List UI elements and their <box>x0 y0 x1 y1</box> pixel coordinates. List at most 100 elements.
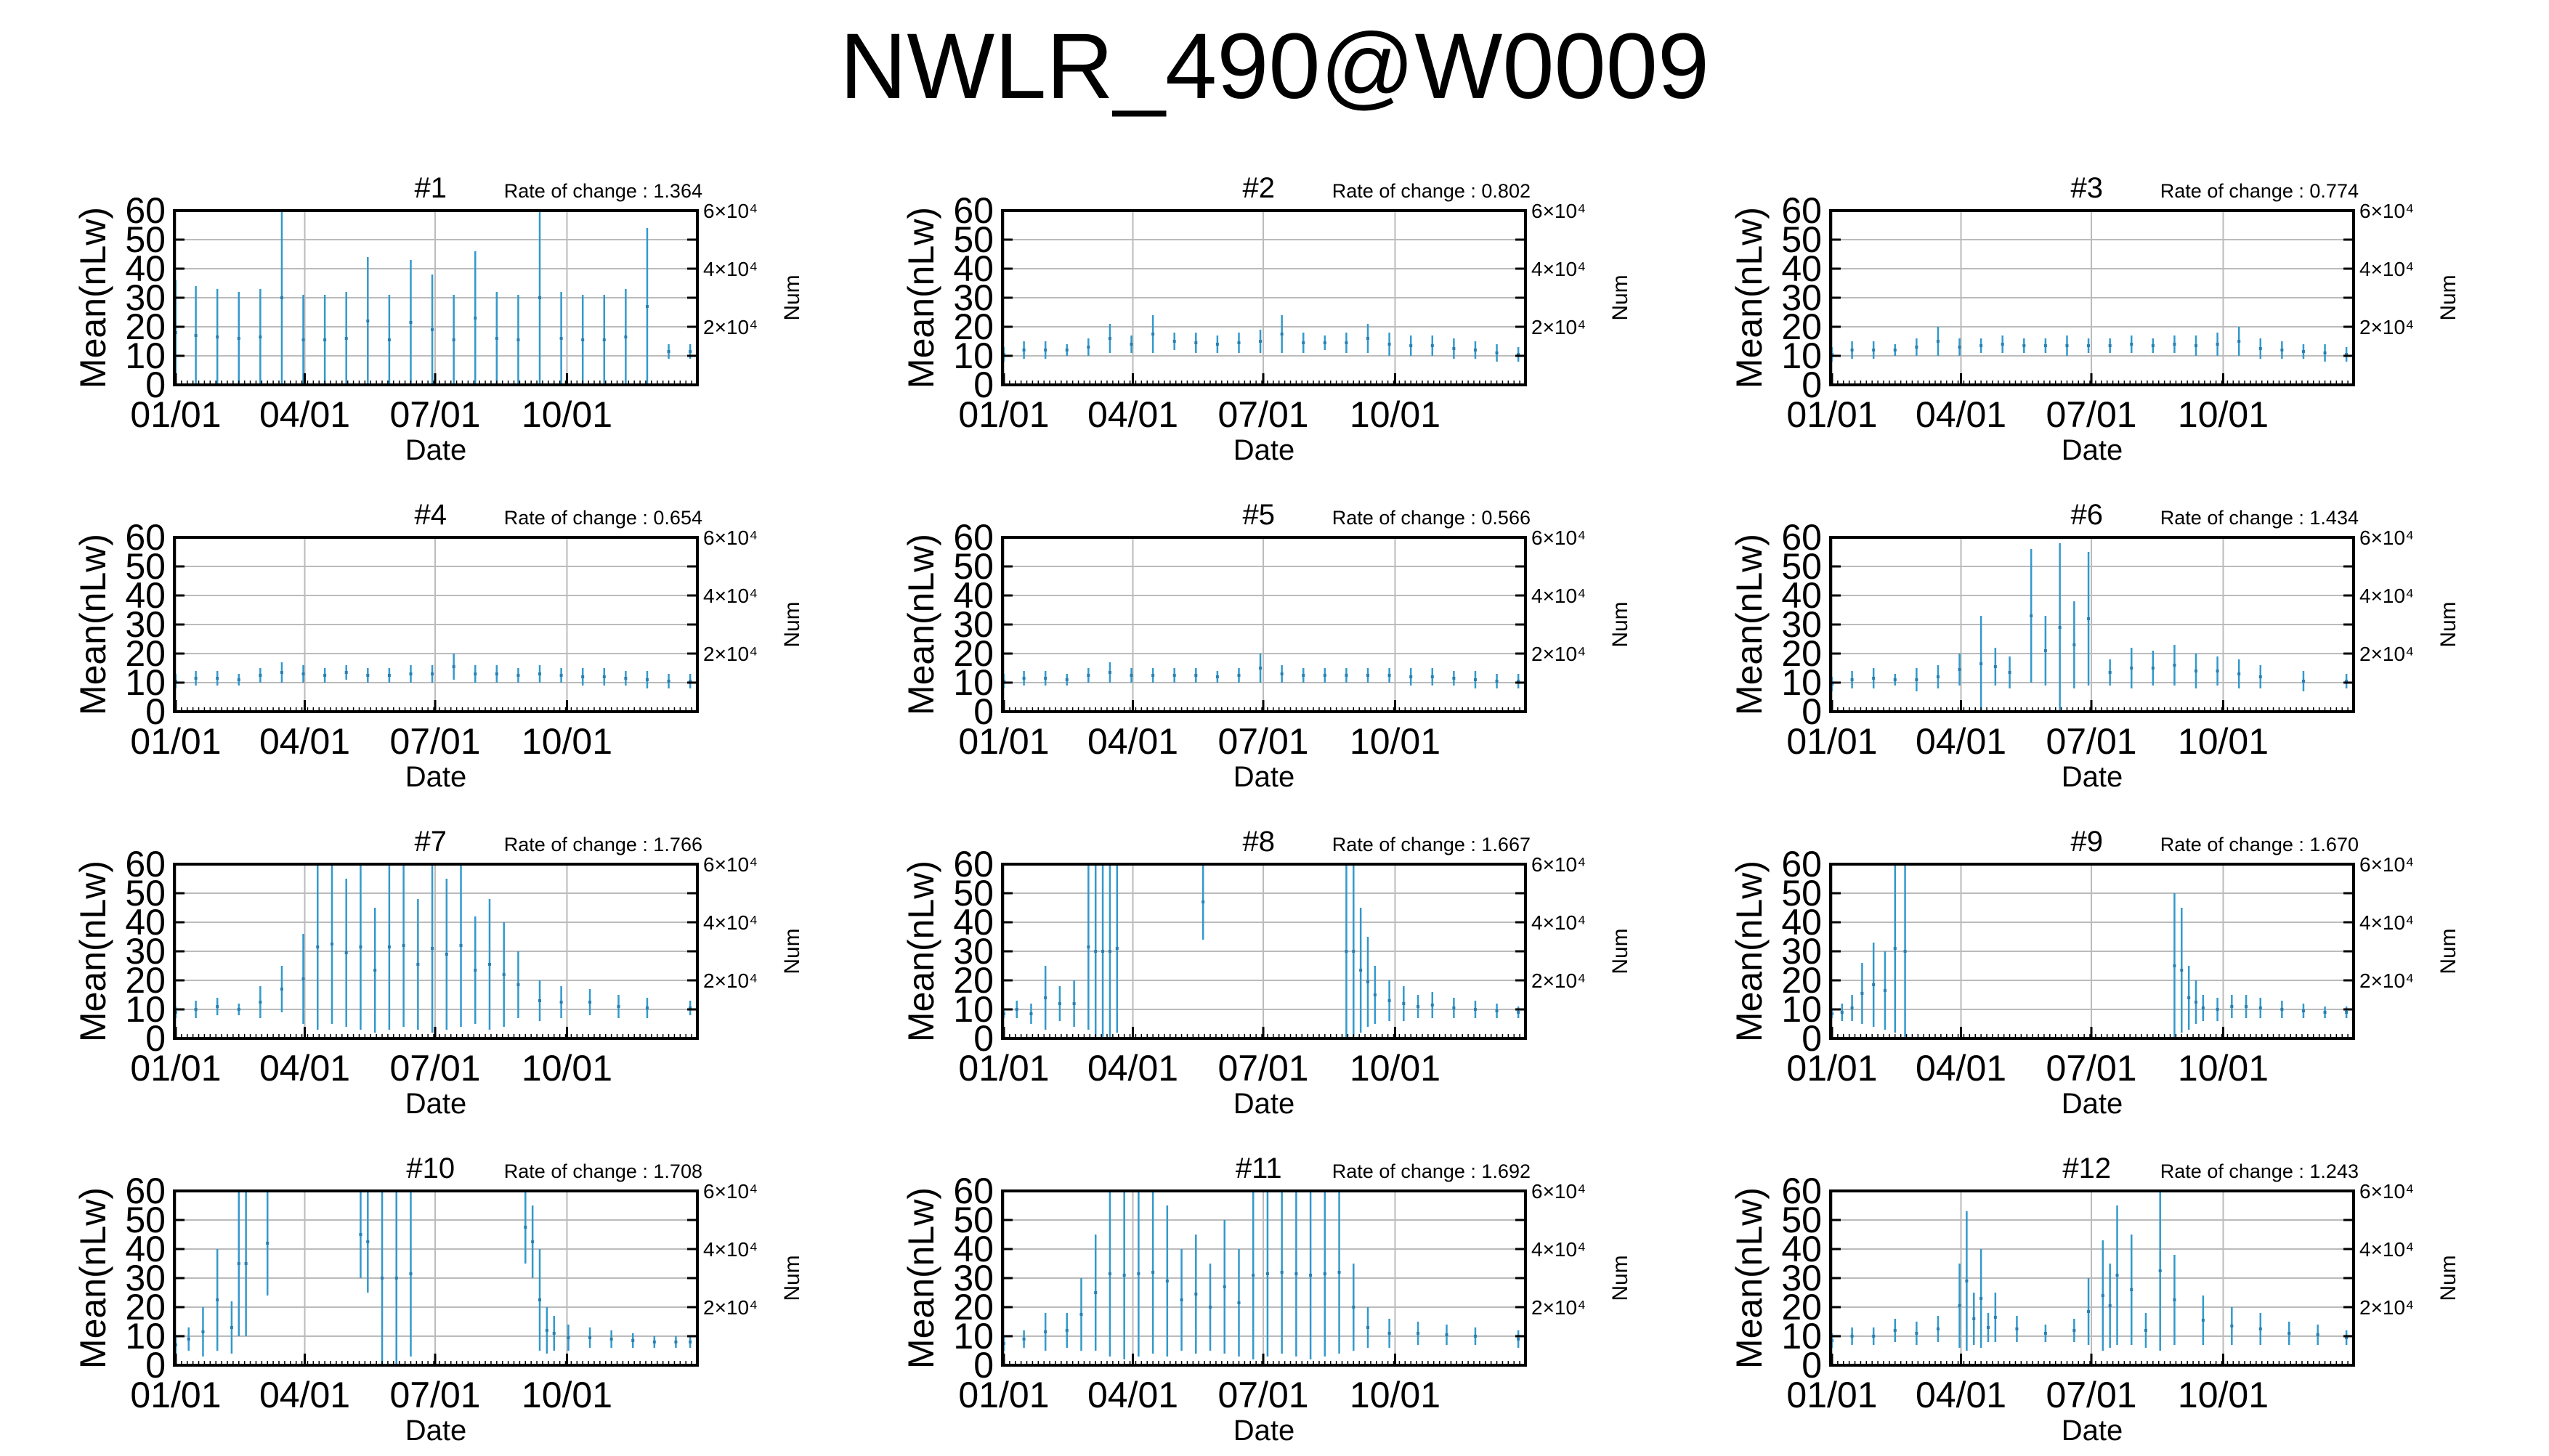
data-point <box>645 1006 649 1009</box>
y-tick-label: 40 <box>125 902 166 943</box>
data-point <box>674 1341 678 1343</box>
data-point <box>1850 678 1854 681</box>
x-tick-label: 04/01 <box>1916 721 2006 762</box>
data-point <box>2058 626 2062 629</box>
x-tick-label: 07/01 <box>389 1048 480 1089</box>
data-point <box>1302 674 1305 677</box>
data-point <box>431 672 434 675</box>
rate-of-change: Rate of change : 0.802 <box>1332 180 1531 202</box>
x-tick-label: 07/01 <box>2046 721 2136 762</box>
data-point <box>431 947 434 950</box>
data-point <box>689 1006 692 1009</box>
y-tick-label: 0 <box>1802 1345 1822 1386</box>
data-point <box>545 1329 548 1332</box>
panel-title: #11 <box>1236 1152 1282 1184</box>
y-tick-label: 20 <box>125 633 166 674</box>
data-point <box>1417 1005 1420 1008</box>
data-point <box>2108 1304 2112 1307</box>
data-point <box>1108 950 1111 953</box>
y2-axis-label: Num <box>2436 928 2460 974</box>
data-point <box>2216 343 2219 346</box>
y2-tick-label: 6×10⁴ <box>2359 1180 2414 1203</box>
data-point <box>1366 337 1370 340</box>
y2-tick-label: 2×10⁴ <box>1531 643 1586 665</box>
data-point <box>402 944 405 947</box>
data-point <box>2237 340 2241 343</box>
data-point <box>1223 1285 1226 1288</box>
data-point <box>1893 947 1897 950</box>
y-tick-label: 20 <box>1781 1287 1822 1327</box>
y-tick-label: 10 <box>1781 989 1822 1030</box>
data-point <box>1936 1327 1940 1330</box>
y2-tick-label: 4×10⁴ <box>2359 258 2414 280</box>
data-point <box>323 338 327 341</box>
data-point <box>2280 1008 2284 1011</box>
data-point <box>1915 678 1918 681</box>
data-point <box>1387 999 1391 1002</box>
data-point <box>452 665 455 668</box>
data-point <box>1094 950 1098 953</box>
y-tick-label: 20 <box>953 960 994 1001</box>
x-tick-label: 01/01 <box>1786 1375 1877 1415</box>
y2-tick-label: 6×10⁴ <box>2359 200 2414 222</box>
panel-title: #7 <box>415 826 447 858</box>
y2-tick-label: 6×10⁴ <box>703 1180 758 1203</box>
data-point <box>230 1326 233 1329</box>
data-point <box>259 1001 262 1004</box>
data-point <box>524 1226 527 1229</box>
panel-title: #2 <box>1243 172 1276 204</box>
data-point <box>2237 672 2241 675</box>
y-tick-label: 40 <box>953 248 994 289</box>
data-point <box>538 1298 542 1301</box>
data-point <box>2258 347 2262 350</box>
data-point <box>2115 1274 2119 1277</box>
y2-tick-label: 2×10⁴ <box>1531 969 1586 992</box>
y-tick-label: 40 <box>125 248 166 289</box>
rate-of-change: Rate of change : 1.670 <box>2160 834 2359 855</box>
data-point <box>474 672 477 675</box>
data-point <box>237 1008 240 1011</box>
rate-of-change: Rate of change : 1.692 <box>1332 1160 1531 1182</box>
data-point <box>631 1339 635 1342</box>
y-tick-label: 40 <box>1781 248 1822 289</box>
data-point <box>602 675 606 678</box>
y-axis-label: Mean(nLw) <box>901 534 941 715</box>
panel-title: #9 <box>2071 826 2104 858</box>
data-point <box>1387 343 1391 346</box>
y2-axis-label: Num <box>2436 601 2460 647</box>
y-tick-label: 60 <box>1781 1171 1822 1211</box>
data-point <box>1840 1011 1844 1014</box>
y2-tick-label: 6×10⁴ <box>2359 526 2414 549</box>
data-point <box>323 674 327 677</box>
y2-tick-label: 4×10⁴ <box>1531 258 1586 280</box>
x-tick-label: 07/01 <box>1217 721 1308 762</box>
x-tick-label: 01/01 <box>130 1048 221 1089</box>
data-point <box>1893 678 1897 681</box>
x-tick-label: 01/01 <box>1786 721 1877 762</box>
y2-tick-label: 4×10⁴ <box>1531 585 1586 607</box>
y2-axis-label: Num <box>780 928 804 974</box>
y2-tick-label: 2×10⁴ <box>703 643 758 665</box>
data-point <box>1387 674 1391 677</box>
x-tick-label: 01/01 <box>958 394 1049 435</box>
data-point <box>1180 1298 1183 1301</box>
data-point <box>1495 351 1499 354</box>
y-axis-label: Mean(nLw) <box>901 207 941 389</box>
y2-tick-label: 2×10⁴ <box>1531 316 1586 338</box>
y2-tick-label: 6×10⁴ <box>703 200 758 222</box>
x-tick-label: 10/01 <box>2178 1048 2269 1089</box>
y-tick-label: 20 <box>1781 633 1822 674</box>
y-tick-label: 20 <box>125 306 166 347</box>
data-point <box>1115 947 1119 950</box>
y2-tick-label: 2×10⁴ <box>1531 1296 1586 1319</box>
data-point <box>516 983 520 986</box>
data-point <box>1517 680 1520 683</box>
x-axis-label: Date <box>2062 1415 2123 1447</box>
y-tick-label: 0 <box>1802 1018 1822 1059</box>
data-point <box>1065 349 1069 351</box>
data-point <box>1072 1002 1076 1005</box>
data-point <box>1087 674 1090 677</box>
x-tick-label: 04/01 <box>1087 1375 1178 1415</box>
data-point <box>359 1233 362 1236</box>
